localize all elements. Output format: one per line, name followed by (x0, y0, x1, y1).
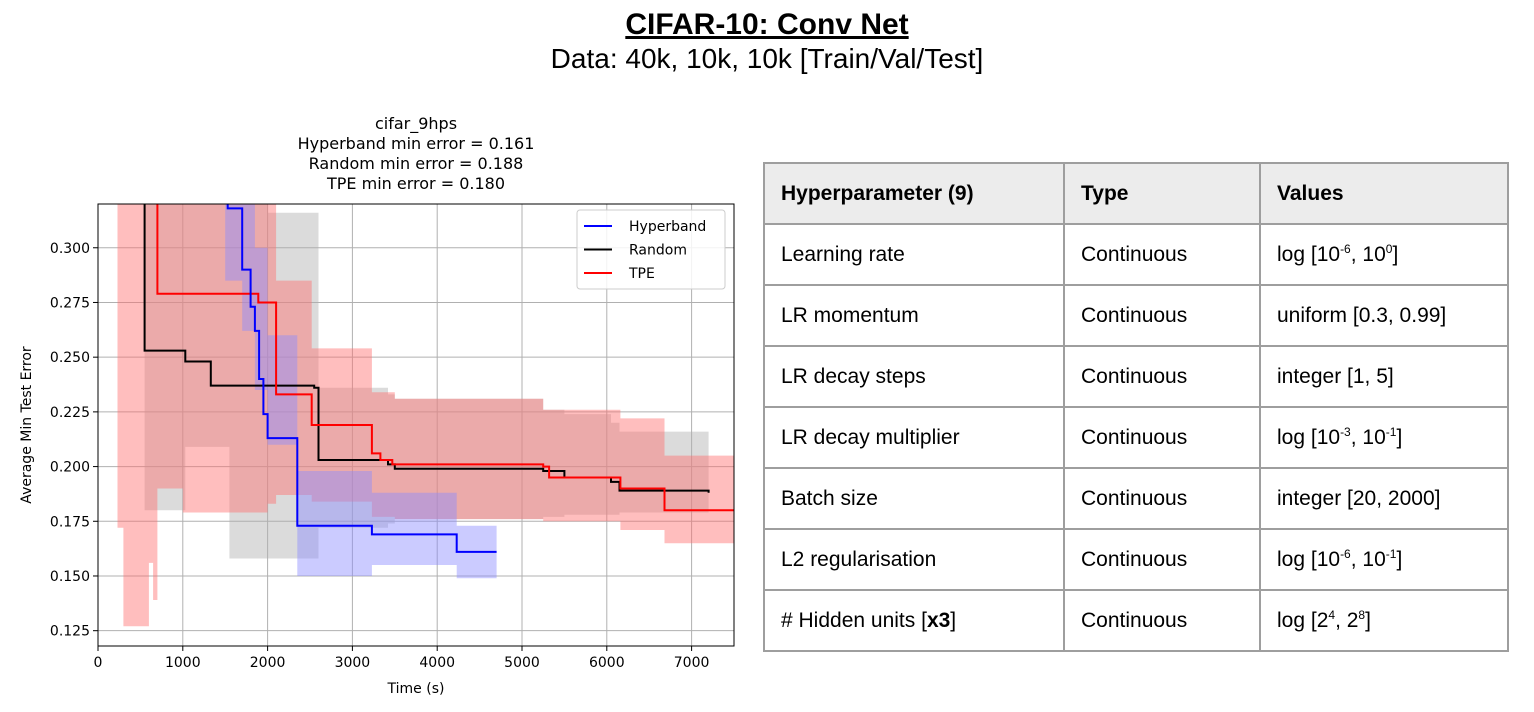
chart-title-line: cifar_9hps (375, 114, 457, 134)
hyperparameter-values: log [24, 28] (1259, 589, 1509, 652)
hyperparameter-type: Continuous (1063, 528, 1261, 591)
y-tick-label: 0.200 (50, 460, 90, 476)
table-row: LR momentum Continuous uniform [0.3, 0.99] (763, 284, 1509, 347)
hyperparameter-type: Continuous (1063, 345, 1261, 408)
legend-label-hyperband: Hyperband (629, 219, 706, 235)
hyperparameter-values: uniform [0.3, 0.99] (1259, 284, 1509, 347)
hyperparameter-type: Continuous (1063, 406, 1261, 469)
hyperparameter-name: LR decay steps (763, 345, 1065, 408)
axis-ticks: 0 1000 2000 3000 4000 5000 6000 7000 0.125 0.150 0… (50, 241, 710, 671)
chart-title-line: Random min error = 0.188 (309, 154, 524, 173)
hyperparameter-type: Continuous (1063, 589, 1261, 652)
hyperparameter-name: Learning rate (763, 223, 1065, 286)
table-row: LR decay multiplier Continuous log [10-3, … (763, 406, 1509, 469)
hyperparameter-name: Batch size (763, 467, 1065, 530)
x-tick-label: 1000 (165, 655, 201, 671)
y-tick-label: 0.250 (50, 350, 90, 366)
y-tick-label: 0.125 (50, 624, 90, 640)
hyperparameter-values: log [10-3, 10-1] (1259, 406, 1509, 469)
hyperparameter-table: Hyperparameter (9) Type Values Learning … (763, 162, 1509, 652)
hyperband-line (226, 204, 497, 553)
x-tick-label: 0 (94, 655, 103, 671)
x-tick-label: 5000 (504, 655, 540, 671)
page-title: CIFAR-10: Conv Net (625, 8, 909, 41)
hyperparameter-values: integer [1, 5] (1259, 345, 1509, 408)
page-header: CIFAR-10: Conv Net Data: 40k, 10k, 10k [… (0, 8, 1534, 76)
column-header: Hyperparameter (9) (763, 162, 1065, 225)
hyperparameter-name: L2 regularisation (763, 528, 1065, 591)
table-row: Learning rate Continuous log [10-6, 100] (763, 223, 1509, 286)
table-row: # Hidden units [x3] Continuous log [24, 28… (763, 589, 1509, 652)
hyperparameter-type: Continuous (1063, 284, 1261, 347)
random-band (144, 204, 709, 559)
tpe-line (156, 204, 734, 512)
series-lines (143, 204, 734, 553)
x-tick-label: 6000 (589, 655, 625, 671)
confidence-bands (117, 204, 734, 627)
column-header: Type (1063, 162, 1261, 225)
column-header: Values (1259, 162, 1509, 225)
y-tick-label: 0.150 (50, 569, 90, 585)
table-row: Batch size Continuous integer [20, 2000] (763, 467, 1509, 530)
x-tick-label: 3000 (335, 655, 371, 671)
y-tick-label: 0.275 (50, 295, 90, 311)
x-tick-label: 4000 (419, 655, 455, 671)
legend-label-random: Random (629, 243, 687, 259)
hyperparameter-name: LR momentum (763, 284, 1065, 347)
table-row: L2 regularisation Continuous log [10-6, 10… (763, 528, 1509, 591)
x-tick-label: 7000 (674, 655, 710, 671)
hyperparameter-name: LR decay multiplier (763, 406, 1065, 469)
tpe-band (117, 204, 734, 627)
hyperband-band (225, 204, 497, 579)
x-axis-label: Time (s) (387, 681, 445, 697)
page-subtitle: Data: 40k, 10k, 10k [Train/Val/Test] (550, 43, 984, 74)
y-tick-label: 0.225 (50, 405, 90, 421)
hyperparameter-type: Continuous (1063, 223, 1261, 286)
table-row: LR decay steps Continuous integer [1, 5] (763, 345, 1509, 408)
hyperparameter-type: Continuous (1063, 467, 1261, 530)
table-header-row: Hyperparameter (9) Type Values (763, 162, 1509, 225)
y-axis-label: Average Min Test Error (19, 346, 35, 504)
hyperparameter-values: log [10-6, 100] (1259, 223, 1509, 286)
legend-box (576, 209, 726, 290)
chart-title-line: Hyperband min error = 0.161 (298, 134, 535, 153)
y-tick-label: 0.175 (50, 514, 90, 530)
chart-title-line: TPE min error = 0.180 (326, 174, 505, 193)
y-tick-label: 0.300 (50, 241, 90, 257)
plot-frame (97, 203, 735, 647)
hyperparameter-values: integer [20, 2000] (1259, 467, 1509, 530)
hyperparameter-name: # Hidden units [x3] (763, 589, 1065, 652)
legend: Hyperband Random TPE (576, 209, 726, 290)
hyperparameter-values: log [10-6, 10-1] (1259, 528, 1509, 591)
legend-label-tpe: TPE (628, 266, 655, 282)
x-tick-label: 2000 (250, 655, 286, 671)
